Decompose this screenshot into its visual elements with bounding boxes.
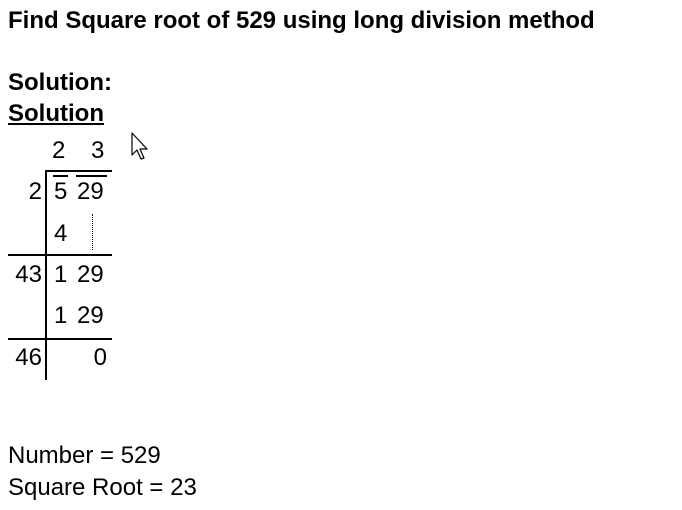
page-title: Find Square root of 529 using long divis… — [8, 7, 595, 34]
remainder-row-1-pair-1: 1 — [54, 261, 68, 288]
dividend-pair-1: 5 — [54, 178, 68, 205]
division-bracket-vertical — [45, 170, 47, 380]
divisor-row-2: 43 — [15, 261, 42, 288]
subtract-row-1: 4 — [54, 220, 68, 247]
divisor-row-3: 46 — [15, 344, 42, 371]
overbar-pair-1 — [53, 175, 68, 177]
divisor-row-1: 2 — [28, 178, 42, 205]
square-root-line: Square Root = 23 — [8, 474, 197, 501]
solution-subheading: Solution — [8, 100, 104, 127]
overbar-pair-2 — [76, 175, 107, 177]
quotient-digit-1: 2 — [52, 137, 66, 164]
division-bracket-top — [45, 170, 112, 172]
subtract-row-2-pair-1: 1 — [54, 302, 68, 329]
bring-down-guide — [92, 214, 93, 250]
dividend-pair-2: 29 — [77, 178, 104, 205]
number-line: Number = 529 — [8, 442, 161, 469]
final-remainder: 0 — [93, 344, 107, 371]
quotient-digit-2: 3 — [91, 137, 105, 164]
row-separator-1 — [46, 254, 112, 256]
divisor-separator-1 — [8, 254, 46, 256]
mouse-pointer-icon — [131, 132, 148, 160]
solution-heading: Solution: — [8, 69, 112, 96]
row-separator-2 — [8, 338, 112, 340]
subtract-row-2-pair-2: 29 — [77, 302, 104, 329]
remainder-row-1-pair-2: 29 — [77, 261, 104, 288]
